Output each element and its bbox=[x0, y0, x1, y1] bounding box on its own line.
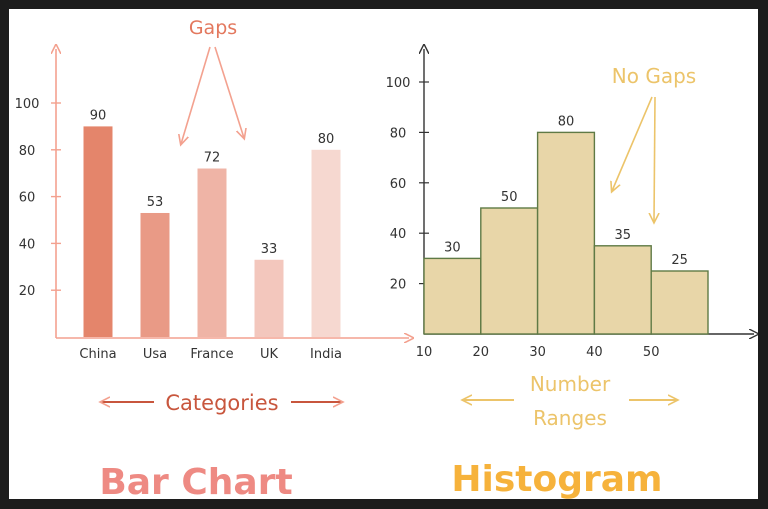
bar-value-label: 72 bbox=[204, 151, 221, 166]
hist-bin-40-50 bbox=[593, 245, 652, 335]
hist-bin-10-20 bbox=[423, 257, 482, 335]
bar-india bbox=[311, 149, 341, 337]
bar-category-label: France bbox=[190, 347, 233, 362]
hist-y-tick-label: 60 bbox=[390, 177, 407, 192]
bar-chart-title: Bar Chart bbox=[99, 462, 292, 499]
hist-y-tick-label: 80 bbox=[390, 126, 407, 141]
bar-value-label: 53 bbox=[147, 195, 164, 210]
hist-x-tick-label: 10 bbox=[416, 345, 433, 360]
hist-value-label: 80 bbox=[558, 114, 575, 129]
hist-x-tick-label: 40 bbox=[586, 345, 603, 360]
no-gaps-arrow-right bbox=[654, 96, 655, 222]
hist-bin-50-60 bbox=[650, 270, 709, 335]
bar-usa bbox=[140, 212, 170, 337]
bar-y-tick-label: 100 bbox=[15, 97, 40, 112]
bar-value-label: 90 bbox=[90, 108, 107, 123]
bar-uk bbox=[254, 259, 284, 337]
bar-value-label: 80 bbox=[318, 132, 335, 147]
no-gaps-arrow-left bbox=[612, 96, 653, 191]
chart-canvas: 20 40 60 80 100 90 China 53 Usa 72 France 33 UK 80 In… bbox=[9, 9, 758, 499]
bar-y-tick-label: 60 bbox=[19, 191, 36, 206]
gaps-annotation: Gaps bbox=[189, 17, 237, 39]
bar-category-label: China bbox=[79, 347, 116, 362]
hist-value-label: 30 bbox=[444, 240, 461, 255]
gaps-arrow-right bbox=[214, 46, 244, 138]
histogram-title: Histogram bbox=[451, 459, 662, 499]
comparison-figure: 20 40 60 80 100 90 China 53 Usa 72 France 33 UK 80 In… bbox=[15, 17, 758, 499]
bar-category-label: Usa bbox=[143, 347, 167, 362]
no-gaps-annotation: No Gaps bbox=[612, 64, 696, 88]
gaps-arrow-left bbox=[181, 46, 211, 144]
categories-caption: Categories bbox=[165, 391, 278, 415]
bar-y-tick-label: 80 bbox=[19, 144, 36, 159]
ranges-caption-line1: Number bbox=[530, 372, 611, 396]
hist-value-label: 50 bbox=[501, 190, 518, 205]
bar-y-tick-label: 20 bbox=[19, 284, 36, 299]
hist-x-tick-label: 50 bbox=[643, 345, 660, 360]
hist-value-label: 35 bbox=[615, 228, 632, 243]
hist-y-tick-label: 20 bbox=[390, 278, 407, 293]
hist-y-tick-label: 40 bbox=[390, 227, 407, 242]
bar-china bbox=[83, 126, 113, 338]
hist-x-tick-label: 30 bbox=[529, 345, 546, 360]
hist-x-tick-label: 20 bbox=[473, 345, 490, 360]
bar-france bbox=[197, 168, 227, 337]
ranges-caption-line2: Ranges bbox=[533, 406, 607, 430]
hist-y-tick-label: 100 bbox=[386, 76, 411, 91]
bar-value-label: 33 bbox=[261, 242, 278, 257]
bar-category-label: India bbox=[310, 347, 342, 362]
hist-value-label: 25 bbox=[671, 253, 688, 268]
bar-category-label: UK bbox=[260, 347, 279, 362]
hist-bin-30-40 bbox=[536, 131, 596, 335]
bar-y-tick-label: 40 bbox=[19, 237, 36, 252]
hist-bin-20-30 bbox=[480, 207, 539, 335]
